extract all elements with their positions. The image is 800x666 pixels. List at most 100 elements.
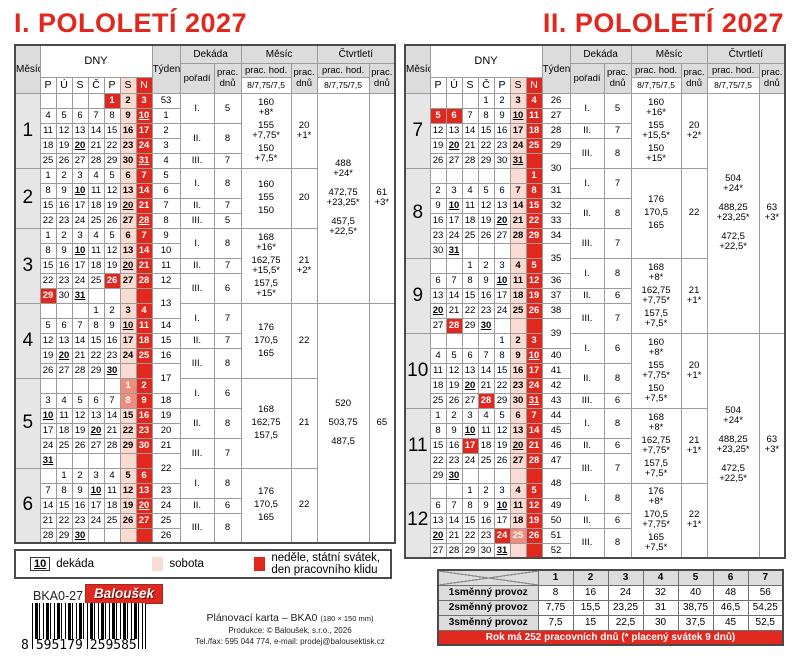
day-cell: 2 (477, 482, 495, 499)
day-cell: 16 (477, 287, 495, 304)
value-line: 20 (298, 192, 310, 203)
day-cell: 30 (135, 437, 153, 454)
value-line: +23,25* (716, 212, 750, 223)
day-cell-empty (509, 542, 527, 559)
month-hours-cell: 160 +8* 155 +7,75* 150 +7,5* (240, 92, 292, 169)
day-cell: 22 (525, 212, 543, 229)
day-cell: 1 (525, 167, 543, 184)
day-cell: 11 (87, 242, 105, 259)
week-row: 9 1 2 3 4 5 I. 8 168 +8* 162,75 +7,75* 157,5 +7,5* 21 +… (404, 257, 785, 334)
day-cell: 12 (39, 332, 57, 349)
dekada-order-cell: I. (179, 227, 215, 259)
shift-value-cell: 24 (607, 584, 644, 601)
day-cell: 20 (445, 137, 463, 154)
week-row: 25 26 27 28 29 30 31 4 III. 7 (15, 152, 395, 169)
dekada-order-cell: II. (569, 437, 605, 454)
shift-value-cell: 45 (712, 614, 749, 631)
dekada-days-cell: 6 (603, 437, 632, 454)
dekada-order-cell: I. (179, 302, 215, 334)
month-hours-cell: 168 +16* 162,75 +15,5* 157,5 +15* (240, 227, 292, 304)
shift-value-cell: 22,5 (607, 614, 644, 631)
value-line: +7,75* (642, 294, 670, 306)
day-cell: 8 (461, 272, 479, 289)
value-line: +8* (648, 496, 664, 508)
month-days-cell: 22 +1* (680, 482, 708, 559)
day-cell: 29 (119, 437, 137, 454)
day-cell: 4 (103, 467, 121, 484)
day-cell: 30 (477, 317, 495, 334)
value-line: 21 (298, 254, 310, 266)
value-line: 150 (648, 142, 664, 154)
day-cell-empty (103, 287, 121, 304)
day-cell: 15 (103, 122, 121, 139)
day-cell: 8 (477, 107, 495, 124)
day-cell: 22 (87, 347, 105, 364)
day-cell: 14 (461, 122, 479, 139)
shift-row: 3směnný provoz 7,5 15 22,5 30 37,5 45 52,5 (437, 614, 784, 631)
day-cell: 2 (55, 227, 73, 244)
day-cell: 12 (525, 272, 543, 289)
day-cell: 10 (71, 182, 89, 199)
week-row: 28 29 30 26 (15, 527, 395, 544)
week-number-cell: 22 (151, 452, 181, 484)
week-number-cell: 46 (541, 437, 571, 454)
week-number-cell: 48 (541, 467, 571, 499)
week-number-cell: 27 (541, 107, 571, 124)
day-cell: 20 (55, 347, 73, 364)
day-cell: 20 (135, 497, 153, 514)
week-number-cell: 25 (151, 512, 181, 529)
shift-value-cell: 15 (572, 614, 609, 631)
day-cell: 22 (103, 137, 121, 154)
day-cell: 16 (103, 332, 121, 349)
header-day-letter: P (39, 76, 57, 94)
day-cell: 19 (55, 137, 73, 154)
day-cell: 15 (119, 407, 137, 424)
day-cell: 21 (509, 212, 527, 229)
shift-value-cell: 46,5 (712, 599, 749, 616)
week-row: 15 16 17 18 19 20 21 7 II. 7 (15, 197, 395, 214)
value-line: 155 (258, 192, 274, 203)
week-row: 8 9 10 11 12 13 14 45 (405, 422, 785, 439)
day-cell-empty (71, 377, 89, 394)
value-line: 22 (298, 334, 310, 346)
day-cell: 20 (87, 422, 105, 439)
shift-value-cell: 56 (747, 584, 784, 601)
day-cell-empty (477, 167, 495, 184)
day-cell-empty (445, 482, 463, 499)
dekada-days-cell: 7 (213, 332, 242, 349)
day-cell: 26 (119, 512, 137, 529)
day-cell: 14 (477, 362, 495, 379)
day-cell-empty (429, 92, 447, 109)
dekada-order-cell: I. (569, 167, 605, 199)
month-cell: 5 (14, 377, 41, 469)
day-cell: 12 (103, 242, 121, 259)
month-cell: 11 (404, 407, 431, 484)
day-cell: 21 (135, 197, 153, 214)
day-cell: 19 (493, 437, 511, 454)
day-cell: 16 (71, 497, 89, 514)
week-row: 8 9 10 11 12 13 14 10 (15, 242, 395, 259)
week-number-cell: 5 (151, 167, 181, 184)
day-cell: 5 (55, 107, 73, 124)
header-hod-sub: 8/7,75/7,5 (630, 76, 682, 94)
day-cell: 19 (525, 512, 543, 529)
day-cell: 17 (461, 437, 479, 454)
week-row: 31 22 (15, 452, 395, 484)
week-number-cell: 45 (541, 422, 571, 439)
week-row: 22 23 24 25 26 27 28 47 III. 7 (405, 452, 785, 484)
day-cell-empty (445, 92, 463, 109)
contact-line: Tel./fax: 595 044 774, e-mail: prodej@ba… (195, 637, 385, 646)
day-cell-empty (429, 257, 447, 274)
day-cell: 11 (39, 122, 57, 139)
day-cell-empty (493, 317, 511, 334)
value-line: 155 (648, 119, 664, 131)
value-line: +1* (686, 369, 702, 381)
week-number-cell: 42 (541, 377, 571, 394)
dekada-order-cell: I. (569, 257, 605, 289)
day-cell-empty (135, 287, 153, 304)
header-poradi: pořadí (569, 62, 605, 94)
day-cell: 8 (461, 497, 479, 514)
day-cell: 25 (477, 452, 495, 469)
day-cell: 28 (39, 527, 57, 544)
